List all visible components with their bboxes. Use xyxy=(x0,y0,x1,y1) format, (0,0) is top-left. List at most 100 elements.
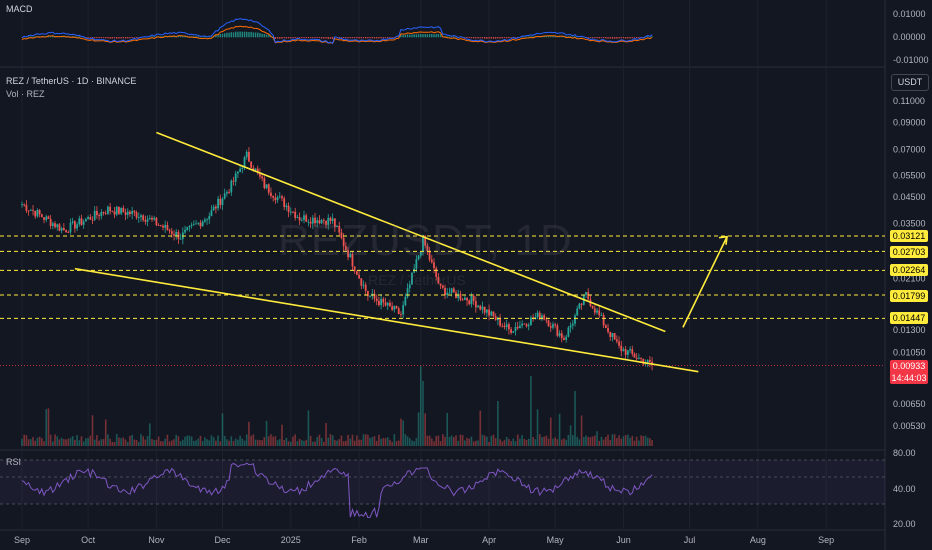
candle xyxy=(618,341,620,346)
volume-bar xyxy=(226,439,228,446)
candle xyxy=(175,231,178,236)
volume-bar xyxy=(259,440,261,446)
macd-histogram-bar xyxy=(331,37,334,40)
volume-bar xyxy=(281,424,283,446)
volume-bar xyxy=(261,440,263,446)
macd-histogram-bar xyxy=(642,37,644,38)
volume-bar xyxy=(450,435,453,446)
candle xyxy=(547,320,550,327)
candle xyxy=(274,197,277,201)
candle xyxy=(201,221,204,227)
candle xyxy=(261,176,264,179)
volume-bar xyxy=(481,434,484,446)
candle xyxy=(331,218,334,221)
macd-histogram-bar xyxy=(116,37,118,39)
candle xyxy=(252,167,255,171)
volume-bar xyxy=(113,441,116,446)
candle xyxy=(47,216,50,219)
volume-bar xyxy=(477,440,479,446)
macd-histogram-bar xyxy=(426,34,429,38)
volume-bar xyxy=(345,440,347,446)
candle xyxy=(309,221,312,224)
candle xyxy=(49,218,52,226)
macd-histogram-bar xyxy=(281,37,283,39)
candle xyxy=(223,193,226,199)
candle xyxy=(569,325,572,328)
candle xyxy=(344,246,347,250)
volume-bar xyxy=(386,437,389,446)
symbol-title[interactable]: REZ / TetherUS · 1D · BINANCE xyxy=(6,76,137,86)
macd-label[interactable]: MACD xyxy=(6,4,33,14)
candle xyxy=(248,151,250,162)
rsi-pane xyxy=(0,459,885,519)
candle xyxy=(422,235,424,252)
candle xyxy=(316,220,319,224)
volume-bar xyxy=(56,436,59,446)
volume-bar xyxy=(629,437,631,446)
candle xyxy=(419,251,422,256)
rsi-label[interactable]: RSI xyxy=(6,457,22,467)
candle xyxy=(111,211,114,213)
candle xyxy=(133,210,136,213)
candle xyxy=(157,225,160,226)
macd-histogram-bar xyxy=(285,37,288,39)
candle xyxy=(640,357,642,359)
candle xyxy=(168,229,171,232)
candle xyxy=(256,168,259,173)
volume-bar xyxy=(360,439,363,446)
candle xyxy=(239,168,242,172)
volume-bar xyxy=(78,440,81,446)
price-tick-label: 0.01300 xyxy=(893,325,926,335)
candle xyxy=(78,218,81,225)
volume-bar xyxy=(587,436,590,446)
volume-bar xyxy=(67,438,70,446)
volume-bar xyxy=(375,440,378,446)
volume-bar xyxy=(126,441,129,446)
macd-histogram-bar xyxy=(34,36,36,38)
volume-bar xyxy=(54,434,56,446)
axes: 0.11000 0.09000 0.07000 0.05500 0.04500 0.035… xyxy=(14,9,929,545)
candle xyxy=(505,324,508,328)
macd-histogram-bar xyxy=(305,37,307,39)
macd-histogram-bar xyxy=(283,37,285,39)
candle xyxy=(54,223,56,228)
volume-bar xyxy=(248,421,250,446)
macd-histogram-bar xyxy=(420,33,422,38)
candle xyxy=(166,224,169,230)
candle xyxy=(527,324,530,327)
candle xyxy=(448,292,451,294)
macd-histogram-bar xyxy=(261,33,263,38)
volume-label[interactable]: Vol · REZ xyxy=(6,89,45,99)
macd-histogram-bar xyxy=(32,36,34,38)
candle xyxy=(131,210,134,215)
volume-bar xyxy=(298,438,301,446)
macd-tick-label: 0.00000 xyxy=(893,32,926,42)
volume-bar xyxy=(274,436,277,446)
candle xyxy=(463,297,466,301)
volume-bar xyxy=(446,412,449,446)
volume-bar xyxy=(563,438,565,446)
candle xyxy=(243,157,246,168)
candle xyxy=(129,211,131,215)
volume-bar xyxy=(212,437,215,446)
macd-histogram-bar xyxy=(629,37,631,39)
currency-button[interactable]: USDT xyxy=(891,74,929,91)
volume-bar xyxy=(613,434,616,446)
volume-bar xyxy=(642,435,645,446)
macd-histogram-bar xyxy=(325,37,327,39)
macd-histogram-bar xyxy=(567,36,570,38)
time-tick-label: May xyxy=(547,535,565,545)
volume-bar xyxy=(406,436,409,446)
macd-histogram-bar xyxy=(477,37,479,39)
macd-histogram-bar xyxy=(616,37,618,39)
volume-bar xyxy=(318,434,321,446)
macd-histogram-bar xyxy=(362,37,365,39)
macd-histogram-bar xyxy=(472,37,475,39)
candle xyxy=(472,295,475,301)
macd-histogram-bar xyxy=(309,37,312,39)
candle xyxy=(296,217,299,218)
volume-bar xyxy=(369,437,371,446)
volume-bar xyxy=(171,440,173,446)
candle xyxy=(214,206,217,209)
